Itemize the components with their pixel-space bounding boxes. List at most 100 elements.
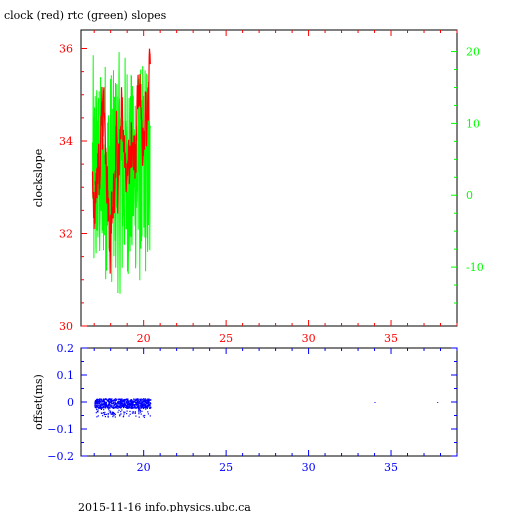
offset-point (142, 406, 144, 408)
offset-point (135, 415, 137, 417)
offset-point (113, 414, 115, 416)
offset-point (112, 411, 115, 414)
offset-point (144, 407, 146, 409)
offset-point (121, 400, 123, 402)
offset-point (127, 402, 129, 404)
offset-point (107, 403, 110, 406)
offset-point (117, 401, 119, 403)
offset-point (104, 398, 106, 401)
offset-point (134, 407, 136, 409)
offset-point (122, 400, 124, 402)
offset-point (132, 411, 134, 413)
offset-point (118, 409, 120, 411)
offset-point (97, 398, 99, 400)
offset-point (108, 408, 110, 410)
offset-point (107, 416, 109, 418)
offset-point (124, 406, 126, 408)
offset-point (111, 403, 113, 405)
offset-point (139, 410, 141, 412)
offset-point (111, 407, 114, 409)
offset-point (138, 410, 140, 412)
offset-point (145, 398, 147, 400)
offset-point (120, 402, 122, 404)
offset-point (147, 400, 149, 402)
offset-point (134, 399, 136, 401)
offset-point (120, 411, 122, 413)
rtc-series-line (92, 52, 151, 294)
offset-point (103, 400, 105, 402)
offset-point (95, 404, 97, 407)
offset-point (118, 398, 120, 400)
offset-point (143, 399, 146, 401)
offset-point (137, 407, 140, 409)
offset-point (133, 406, 135, 408)
offset-point (140, 405, 142, 407)
offset-point (119, 415, 121, 417)
offset-point (139, 408, 141, 410)
offset-y-tick-label: 0.1 (57, 369, 75, 382)
offset-point (125, 402, 127, 404)
offset-point (123, 404, 125, 407)
offset-point (98, 402, 100, 404)
offset-point (149, 402, 151, 404)
offset-point (114, 398, 116, 400)
offset-point (138, 413, 140, 415)
offset-point (134, 412, 136, 414)
offset-point (141, 405, 143, 407)
offset-point (127, 403, 129, 405)
offset-point (139, 398, 141, 400)
offset-point (105, 404, 107, 406)
offset-point (103, 402, 105, 404)
offset-point (128, 406, 131, 408)
offset-point (103, 403, 105, 406)
offset-point (139, 401, 141, 403)
offset-point (110, 411, 112, 414)
offset-point (132, 412, 134, 414)
offset-point (131, 404, 134, 407)
offset-x-tick-label: 20 (137, 461, 151, 474)
offset-point (146, 402, 148, 404)
offset-point (104, 411, 106, 413)
offset-point (95, 407, 97, 409)
offset-point (145, 399, 147, 401)
offset-point (142, 399, 144, 401)
offset-point (112, 414, 114, 416)
offset-point (117, 398, 119, 400)
offset-point (123, 403, 125, 405)
offset-point (136, 402, 138, 404)
offset-point (122, 407, 124, 409)
offset-point (123, 402, 125, 404)
offset-point (147, 401, 149, 403)
offset-point (140, 398, 142, 400)
offset-point (125, 406, 127, 409)
offset-point (123, 400, 125, 402)
offset-point (121, 403, 123, 405)
offset-point (120, 406, 122, 408)
offset-point (145, 405, 147, 407)
offset-point (141, 399, 143, 401)
offset-point (98, 404, 100, 407)
offset-point (121, 409, 123, 411)
offset-point (132, 403, 134, 405)
offset-point (128, 407, 130, 409)
offset-point (121, 405, 123, 407)
offset-point (129, 407, 131, 409)
offset-point (101, 406, 103, 408)
offset-point (107, 400, 109, 402)
slope-y2-tick-label: 0 (466, 189, 473, 202)
offset-point (123, 415, 125, 417)
offset-point (94, 401, 96, 403)
offset-point (109, 412, 111, 414)
offset-point (124, 411, 126, 413)
offset-point (99, 398, 101, 400)
offset-point (129, 400, 131, 402)
offset-point (98, 403, 100, 405)
offset-point (109, 406, 111, 408)
offset-point (143, 407, 145, 410)
offset-point (115, 404, 117, 406)
offset-point (114, 412, 116, 415)
offset-point (127, 404, 129, 406)
offset-point (120, 404, 122, 407)
offset-point (102, 412, 104, 414)
offset-point (148, 399, 150, 401)
